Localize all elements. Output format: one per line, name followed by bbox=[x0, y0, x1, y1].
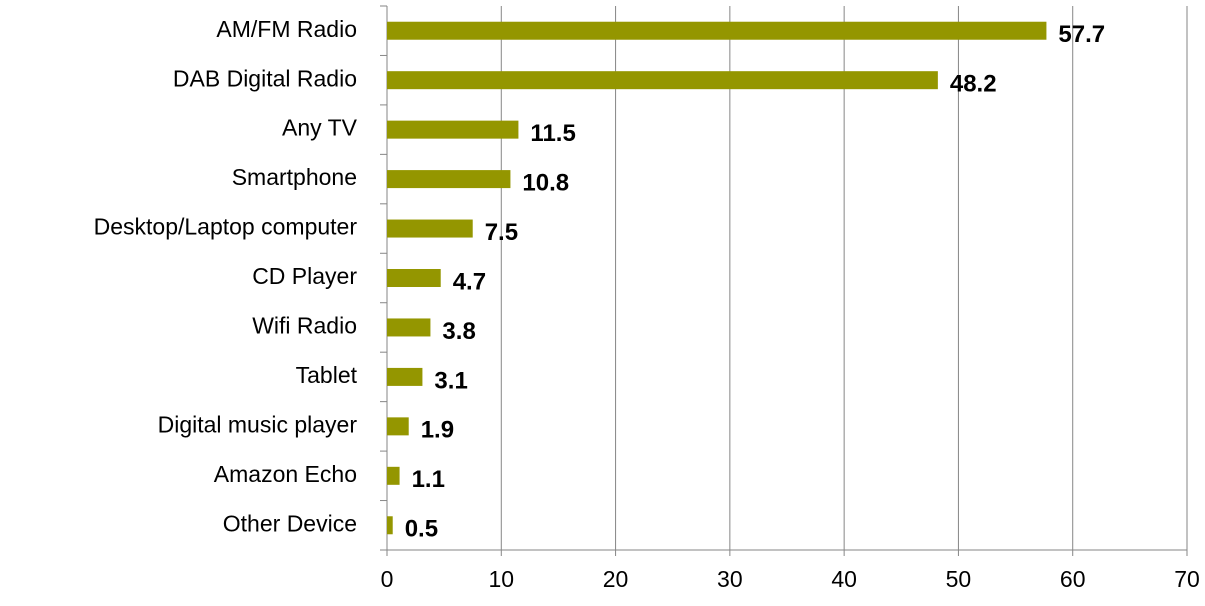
x-tick-label: 70 bbox=[1174, 566, 1200, 592]
bar bbox=[387, 367, 423, 386]
value-label: 1.9 bbox=[421, 417, 454, 444]
value-label: 57.7 bbox=[1058, 21, 1105, 48]
y-tick-label: Amazon Echo bbox=[214, 461, 357, 487]
y-tick-label: Smartphone bbox=[232, 164, 357, 190]
bar bbox=[387, 21, 1047, 40]
y-tick-label: AM/FM Radio bbox=[216, 16, 357, 42]
x-tick-label: 20 bbox=[603, 566, 629, 592]
bar bbox=[387, 318, 431, 337]
bar bbox=[387, 170, 511, 189]
y-tick-label: Other Device bbox=[223, 510, 357, 536]
value-label: 1.1 bbox=[412, 466, 445, 493]
y-tick-label: Digital music player bbox=[158, 411, 358, 437]
x-tick-label: 30 bbox=[717, 566, 743, 592]
bar bbox=[387, 417, 409, 436]
value-label: 11.5 bbox=[530, 120, 575, 147]
x-tick-label: 50 bbox=[946, 566, 972, 592]
y-tick-label: Tablet bbox=[296, 362, 358, 388]
y-tick-label: Any TV bbox=[282, 115, 358, 141]
bar bbox=[387, 269, 441, 287]
value-label: 3.1 bbox=[434, 367, 467, 394]
bar bbox=[387, 466, 400, 485]
value-label: 0.5 bbox=[405, 516, 438, 543]
value-label: 10.8 bbox=[522, 169, 569, 196]
value-label: 48.2 bbox=[950, 71, 997, 98]
value-label: 3.8 bbox=[442, 318, 475, 345]
x-tick-label: 60 bbox=[1060, 566, 1086, 592]
y-tick-label: CD Player bbox=[252, 263, 357, 289]
bar bbox=[387, 120, 519, 139]
x-tick-label: 0 bbox=[381, 566, 394, 592]
value-label: 4.7 bbox=[453, 268, 486, 295]
bar bbox=[387, 219, 473, 238]
y-tick-label: DAB Digital Radio bbox=[173, 65, 357, 91]
bar bbox=[387, 71, 938, 90]
y-tick-label: Wifi Radio bbox=[252, 313, 357, 339]
x-tick-label: 10 bbox=[488, 566, 514, 592]
x-tick-label: 40 bbox=[831, 566, 857, 592]
bar bbox=[387, 516, 393, 535]
y-tick-label: Desktop/Laptop computer bbox=[94, 214, 358, 240]
value-label: 7.5 bbox=[485, 219, 518, 246]
